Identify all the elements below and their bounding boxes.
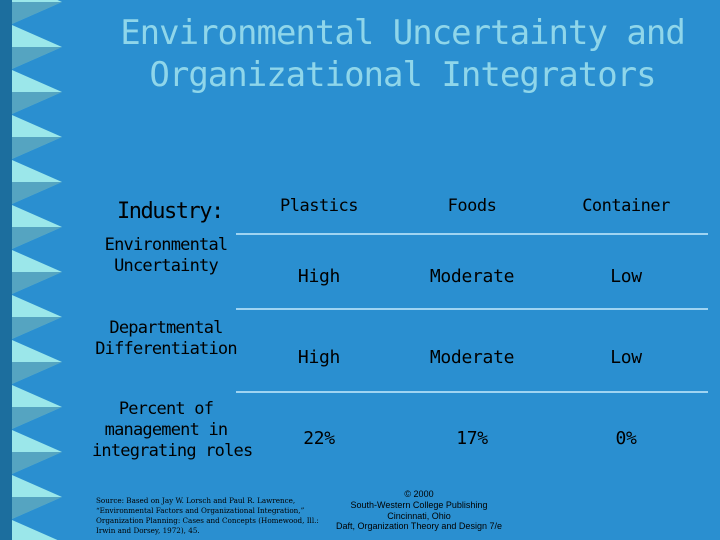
comparison-table: Industry: Plastics Foods Container Envir… xyxy=(92,183,714,473)
row-rule xyxy=(236,391,708,393)
credit-line: South-Western College Publishing xyxy=(350,499,488,510)
slide-title: Environmental Uncertainty and Organizati… xyxy=(95,12,710,96)
strip-tab-shadow xyxy=(12,227,62,249)
strip-tab-shadow xyxy=(12,407,62,429)
title-line-2: Organizational Integrators xyxy=(149,55,656,95)
table-cell: Moderate xyxy=(429,266,515,287)
table-cell: Low xyxy=(610,347,642,368)
credit-line: © 2000 xyxy=(404,489,434,499)
row-label-percent-integrating-roles: Percent of management in integrating rol… xyxy=(92,399,253,462)
row-label-line: Uncertainty xyxy=(114,256,219,276)
strip-tab-shadow xyxy=(12,497,62,519)
source-citation: Source: Based on Jay W. Lorsch and Paul … xyxy=(96,496,319,536)
strip-tab-shadow xyxy=(12,317,62,339)
strip-tab-shadow xyxy=(12,2,62,24)
row-label-environmental-uncertainty: Environmental Uncertainty xyxy=(92,235,240,277)
strip-tab-shadow xyxy=(12,137,62,159)
row-rule xyxy=(236,308,708,310)
table-cell: 17% xyxy=(456,428,488,449)
credit-line: Daft, Organization Theory and Design 7/e xyxy=(336,521,502,532)
row-label-line: Percent of xyxy=(118,399,214,419)
table-cell: 22% xyxy=(303,428,335,449)
source-line: Irwin and Dorsey, 1972), 45. xyxy=(96,526,200,535)
table-cell: High xyxy=(297,347,341,368)
credit-line: Cincinnati, Ohio xyxy=(387,510,451,521)
row-label-line: Differentiation xyxy=(95,339,237,359)
title-line-1: Environmental Uncertainty and xyxy=(120,13,686,53)
strip-tab-shadow xyxy=(12,452,62,474)
strip-tab-shadow xyxy=(12,92,62,114)
row-label-line: Departmental xyxy=(109,318,223,338)
source-line: Organization Planning: Cases and Concept… xyxy=(96,516,319,525)
row-label-line: management in xyxy=(104,420,228,440)
strip-tab-shadow xyxy=(12,182,62,204)
row-label-departmental-differentiation: Departmental Differentiation xyxy=(92,318,240,360)
strip-tab-shadow xyxy=(12,47,62,69)
row-label-line: Environmental xyxy=(104,235,228,255)
column-header-container: Container xyxy=(582,196,670,216)
table-cell: Low xyxy=(610,266,642,287)
header-rule xyxy=(236,233,708,235)
row-label-line: integrating roles xyxy=(92,441,253,461)
column-header-plastics: Plastics xyxy=(280,196,358,216)
table-cell: High xyxy=(297,266,341,287)
strip-tab-shadow xyxy=(12,362,62,384)
table-cell: Moderate xyxy=(429,347,515,368)
decorative-left-strip xyxy=(0,0,80,540)
source-line: “Environmental Factors and Organizationa… xyxy=(96,506,305,515)
table-cell: 0% xyxy=(615,428,637,449)
strip-tab-shape xyxy=(12,520,58,540)
table-corner-label: Industry: xyxy=(117,199,224,224)
strip-tab-shadow xyxy=(12,272,62,294)
copyright-credit: © 2000 South-Western College Publishing … xyxy=(300,489,538,532)
column-header-foods: Foods xyxy=(447,196,497,216)
source-line: Source: Based on Jay W. Lorsch and Paul … xyxy=(96,496,296,505)
